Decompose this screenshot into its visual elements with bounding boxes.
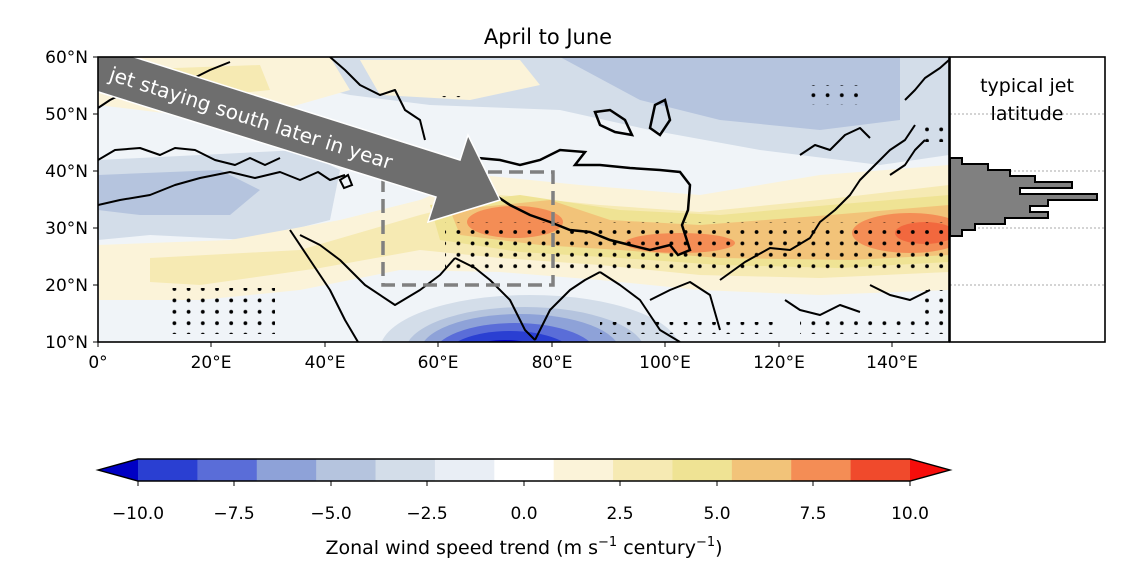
lon-tick-label: 100°E (639, 353, 691, 373)
lat-tick-label: 10°N (45, 333, 88, 353)
histogram-title-line1: typical jet (980, 75, 1074, 97)
latitude-axis: 60°N 50°N 40°N 30°N 20°N 10°N (45, 48, 98, 353)
colorbar-max-extension (910, 459, 950, 481)
colorbar-label: Zonal wind speed trend (m s−1 century−1) (325, 535, 722, 559)
colorbar-segment (434, 459, 495, 481)
colorbar-tick-label: −2.5 (406, 504, 447, 524)
lon-tick-label: 120°E (753, 353, 805, 373)
colorbar-segment (791, 459, 852, 481)
jet-shift-arrow (98, 57, 502, 224)
colorbar-segment (613, 459, 674, 481)
lon-tick-label: 60°E (418, 353, 459, 373)
lat-tick-label: 40°N (45, 162, 88, 182)
map-title: April to June (484, 25, 612, 49)
colorbar-tick-label: 10.0 (891, 504, 929, 524)
colorbar-tick-label: 5.0 (703, 504, 730, 524)
colorbar-segment (256, 459, 317, 481)
colorbar-segment (553, 459, 614, 481)
colorbar-segment (197, 459, 258, 481)
tibetan-plateau-contour (476, 148, 692, 257)
significance-stippling (165, 85, 949, 334)
colorbar-min-extension (98, 459, 138, 481)
colorbar-segment (850, 459, 911, 481)
jet-latitude-histogram: typical jet latitude (949, 56, 1106, 343)
lon-tick-label: 140°E (866, 353, 918, 373)
lat-tick-label: 30°N (45, 219, 88, 239)
histogram-title-line2: latitude (991, 103, 1064, 125)
colorbar-tick-label: −7.5 (213, 504, 254, 524)
coastlines (98, 57, 949, 342)
colorbar-tick-label: 7.5 (799, 504, 826, 524)
colorbar-tick-label: −5.0 (310, 504, 351, 524)
colorbar-tick-label: −10.0 (112, 504, 164, 524)
colorbar-segment (316, 459, 377, 481)
colorbar-segment (494, 459, 555, 481)
colorbar-tick-label: 2.5 (606, 504, 633, 524)
colorbar: −10.0 −7.5 −5.0 −2.5 0.0 2.5 5.0 7.5 10.… (95, 458, 953, 559)
lat-tick-label: 50°N (45, 105, 88, 125)
colorbar-segment (672, 459, 733, 481)
wind-trend-map (98, 57, 949, 342)
histogram-bars (949, 157, 1098, 237)
colorbar-segment (731, 459, 792, 481)
lat-tick-label: 20°N (45, 276, 88, 296)
colorbar-tick-label: 0.0 (510, 504, 537, 524)
lon-tick-label: 40°E (305, 353, 346, 373)
colorbar-segment (138, 459, 198, 481)
lon-tick-label: 0° (88, 353, 107, 373)
lon-tick-label: 80°E (532, 353, 573, 373)
colorbar-segment (375, 459, 436, 481)
lat-tick-label: 60°N (45, 48, 88, 68)
lon-tick-label: 20°E (191, 353, 232, 373)
longitude-axis: 0° 20°E 40°E 60°E 80°E 100°E 120°E 140°E (88, 342, 918, 373)
